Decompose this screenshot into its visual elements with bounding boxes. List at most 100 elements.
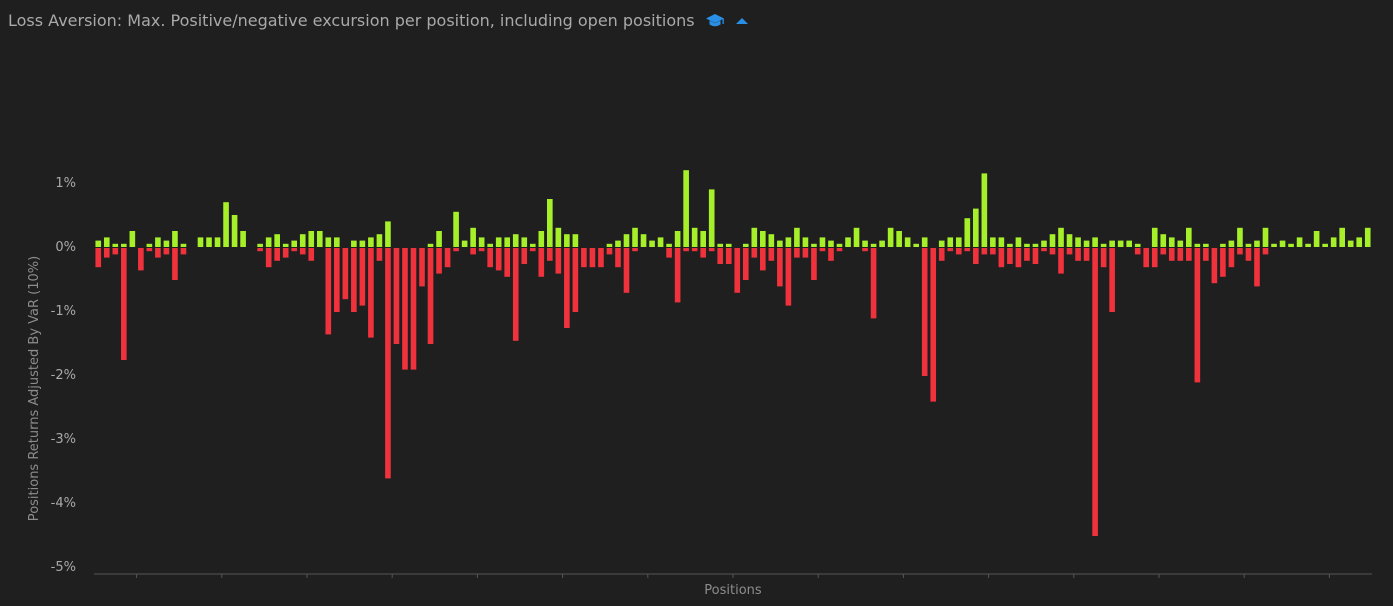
bar-negative-7[interactable] bbox=[155, 248, 161, 258]
bar-positive-139[interactable] bbox=[1279, 240, 1286, 247]
bar-negative-61[interactable] bbox=[615, 248, 621, 268]
bar-positive-97[interactable] bbox=[921, 237, 928, 247]
bar-positive-65[interactable] bbox=[649, 240, 655, 247]
bar-positive-117[interactable] bbox=[1092, 237, 1098, 247]
bar-negative-34[interactable] bbox=[385, 248, 391, 479]
bar-negative-62[interactable] bbox=[623, 248, 630, 293]
bar-positive-79[interactable] bbox=[768, 234, 775, 247]
bar-positive-61[interactable] bbox=[615, 240, 621, 247]
bar-positive-24[interactable] bbox=[299, 234, 306, 247]
bar-positive-69[interactable] bbox=[683, 170, 689, 247]
bar-negative-135[interactable] bbox=[1245, 248, 1252, 261]
bar-positive-26[interactable] bbox=[316, 231, 323, 247]
bar-negative-102[interactable] bbox=[964, 248, 971, 252]
bar-positive-95[interactable] bbox=[904, 237, 911, 247]
bar-positive-54[interactable] bbox=[555, 227, 562, 247]
bar-positive-87[interactable] bbox=[836, 243, 843, 247]
bar-positive-47[interactable] bbox=[495, 237, 502, 247]
bar-positive-73[interactable] bbox=[717, 243, 724, 247]
bar-negative-83[interactable] bbox=[802, 248, 809, 258]
bar-negative-108[interactable] bbox=[1015, 248, 1022, 268]
bar-negative-56[interactable] bbox=[572, 248, 579, 312]
bar-positive-25[interactable] bbox=[308, 231, 315, 247]
bar-negative-133[interactable] bbox=[1228, 248, 1235, 268]
bar-negative-70[interactable] bbox=[691, 248, 698, 252]
bar-positive-74[interactable] bbox=[725, 243, 732, 247]
bar-positive-105[interactable] bbox=[990, 237, 996, 247]
bar-negative-103[interactable] bbox=[973, 248, 979, 264]
bar-negative-40[interactable] bbox=[436, 248, 442, 274]
bar-positive-9[interactable] bbox=[172, 231, 178, 247]
bar-negative-97[interactable] bbox=[921, 248, 928, 376]
bar-negative-134[interactable] bbox=[1237, 248, 1243, 255]
bar-negative-81[interactable] bbox=[785, 248, 792, 306]
bar-positive-15[interactable] bbox=[223, 202, 229, 247]
bar-negative-113[interactable] bbox=[1058, 248, 1064, 274]
bar-positive-68[interactable] bbox=[674, 231, 681, 247]
bar-negative-21[interactable] bbox=[274, 248, 280, 261]
bar-positive-120[interactable] bbox=[1117, 240, 1124, 247]
bar-positive-115[interactable] bbox=[1075, 237, 1081, 247]
bar-negative-91[interactable] bbox=[870, 248, 877, 319]
bar-negative-100[interactable] bbox=[947, 248, 954, 252]
bar-negative-3[interactable] bbox=[121, 248, 127, 360]
bar-positive-34[interactable] bbox=[385, 221, 391, 247]
bar-positive-10[interactable] bbox=[180, 243, 187, 247]
bar-negative-78[interactable] bbox=[760, 248, 766, 271]
bar-positive-89[interactable] bbox=[853, 227, 860, 247]
bar-negative-10[interactable] bbox=[180, 248, 187, 255]
bar-positive-130[interactable] bbox=[1203, 243, 1209, 247]
bar-negative-90[interactable] bbox=[862, 248, 868, 252]
bar-positive-40[interactable] bbox=[436, 231, 442, 247]
bar-positive-49[interactable] bbox=[512, 234, 519, 247]
bar-positive-51[interactable] bbox=[529, 243, 536, 247]
bar-positive-56[interactable] bbox=[572, 234, 579, 247]
bar-positive-94[interactable] bbox=[896, 231, 902, 247]
bar-positive-32[interactable] bbox=[368, 237, 374, 247]
caret-up-icon[interactable] bbox=[735, 16, 749, 26]
bar-negative-24[interactable] bbox=[299, 248, 306, 255]
bar-negative-25[interactable] bbox=[308, 248, 315, 261]
bar-negative-77[interactable] bbox=[751, 248, 758, 258]
bar-negative-60[interactable] bbox=[606, 248, 613, 255]
bar-positive-1[interactable] bbox=[103, 237, 110, 247]
bar-positive-82[interactable] bbox=[794, 227, 800, 247]
bar-negative-136[interactable] bbox=[1254, 248, 1260, 287]
bar-positive-134[interactable] bbox=[1237, 227, 1243, 247]
bar-negative-59[interactable] bbox=[598, 248, 604, 268]
bar-negative-126[interactable] bbox=[1168, 248, 1175, 261]
bar-negative-73[interactable] bbox=[717, 248, 724, 264]
bar-negative-112[interactable] bbox=[1049, 248, 1056, 255]
bar-negative-29[interactable] bbox=[342, 248, 349, 300]
bar-negative-23[interactable] bbox=[291, 248, 298, 252]
bar-positive-62[interactable] bbox=[623, 234, 630, 247]
bar-negative-114[interactable] bbox=[1066, 248, 1073, 255]
bar-negative-31[interactable] bbox=[359, 248, 366, 306]
bar-positive-77[interactable] bbox=[751, 227, 758, 247]
bar-positive-118[interactable] bbox=[1100, 243, 1107, 247]
bar-positive-112[interactable] bbox=[1049, 234, 1056, 247]
bar-positive-2[interactable] bbox=[112, 243, 119, 247]
bar-positive-81[interactable] bbox=[785, 237, 792, 247]
bar-positive-110[interactable] bbox=[1032, 243, 1039, 247]
bar-negative-33[interactable] bbox=[376, 248, 383, 261]
bar-negative-130[interactable] bbox=[1203, 248, 1209, 261]
bar-negative-8[interactable] bbox=[163, 248, 170, 255]
bar-negative-38[interactable] bbox=[419, 248, 425, 287]
bar-positive-13[interactable] bbox=[206, 237, 212, 247]
bar-negative-86[interactable] bbox=[828, 248, 834, 261]
bar-negative-0[interactable] bbox=[95, 248, 102, 268]
bar-positive-127[interactable] bbox=[1177, 240, 1184, 247]
bar-positive-119[interactable] bbox=[1109, 240, 1115, 247]
graduation-cap-icon[interactable] bbox=[705, 13, 725, 29]
bar-positive-44[interactable] bbox=[470, 227, 476, 247]
bar-positive-99[interactable] bbox=[938, 240, 945, 247]
bar-positive-30[interactable] bbox=[351, 240, 357, 247]
bar-positive-145[interactable] bbox=[1330, 237, 1337, 247]
bar-positive-147[interactable] bbox=[1347, 240, 1354, 247]
bar-negative-32[interactable] bbox=[368, 248, 374, 338]
bar-positive-90[interactable] bbox=[862, 240, 868, 247]
bar-positive-124[interactable] bbox=[1151, 227, 1158, 247]
bar-negative-50[interactable] bbox=[521, 248, 528, 264]
bar-negative-1[interactable] bbox=[103, 248, 110, 258]
